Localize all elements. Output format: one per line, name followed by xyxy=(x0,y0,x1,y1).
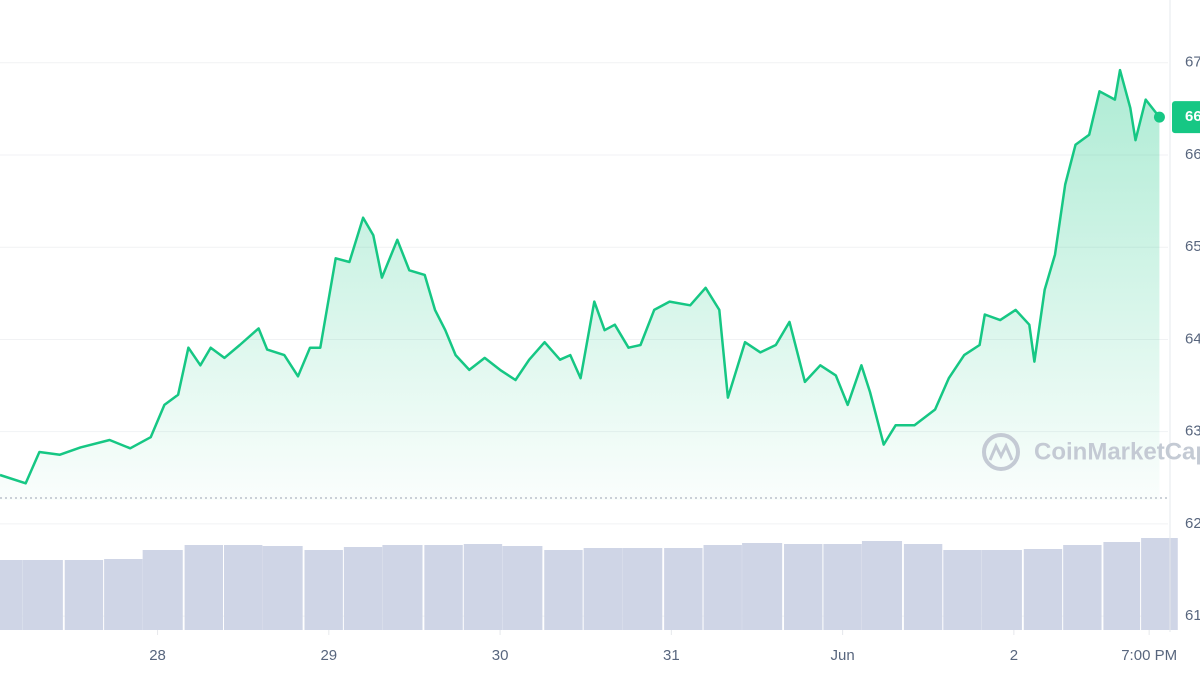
volume-bar xyxy=(1103,542,1141,630)
y-tick-label: 67 xyxy=(1185,54,1200,71)
x-tick-label: 31 xyxy=(663,647,680,664)
volume-bars xyxy=(0,538,1178,630)
price-badge-label: 66 xyxy=(1185,108,1200,125)
volume-bar xyxy=(22,560,63,630)
volume-bar xyxy=(463,544,503,630)
watermark-icon xyxy=(982,433,1020,471)
price-badge xyxy=(1172,101,1200,134)
volume-bar xyxy=(622,548,663,630)
volume-bar xyxy=(223,545,263,630)
volume-bar xyxy=(1023,549,1063,630)
volume-bar xyxy=(262,546,303,630)
area-layer xyxy=(0,70,1160,500)
x-tick-label: 7:00 PM xyxy=(1121,647,1177,664)
y-tick-label: 62 xyxy=(1185,515,1200,532)
price-line xyxy=(0,68,1161,485)
volume-bar xyxy=(544,550,583,630)
price-area xyxy=(0,70,1160,500)
volume-bar xyxy=(382,545,423,630)
volume-bar xyxy=(184,545,223,630)
volume-bar xyxy=(742,543,783,630)
volume-bar xyxy=(583,548,623,630)
volume-bar xyxy=(104,559,143,630)
volume-bar xyxy=(981,550,1022,630)
volume-bar xyxy=(664,548,703,630)
volume-bar xyxy=(861,541,903,630)
volume-bar xyxy=(823,544,862,630)
volume-bar xyxy=(784,544,823,630)
volume-bar xyxy=(142,550,183,630)
volume-bar xyxy=(502,546,543,630)
x-tick-label: 29 xyxy=(320,647,337,664)
x-tick-label: 28 xyxy=(149,647,166,664)
watermark-icon-m xyxy=(988,442,1014,461)
last-point xyxy=(1153,111,1165,123)
volume-bar xyxy=(703,545,742,630)
x-tick-label: Jun xyxy=(831,647,855,664)
volume-bar xyxy=(943,550,982,630)
volume-bar xyxy=(343,547,383,630)
y-tick-label: 65 xyxy=(1185,238,1200,255)
watermark-text: CoinMarketCap xyxy=(1034,438,1200,465)
volume-bar xyxy=(64,560,104,630)
foreground: 61 62 63 64 65 66 67 28 29 30 31 Jun 2 7:00 PM 66 xyxy=(0,54,1200,664)
volume-bar xyxy=(424,545,463,630)
x-tick-label: 2 xyxy=(1010,647,1018,664)
y-tick-label: 61 xyxy=(1185,607,1200,624)
volume-bar xyxy=(1141,538,1178,630)
volume-bar xyxy=(1063,545,1102,630)
volume-bar xyxy=(304,550,343,630)
y-tick-label: 63 xyxy=(1185,423,1200,440)
y-tick-label: 64 xyxy=(1185,330,1200,347)
watermark: CoinMarketCap xyxy=(982,433,1200,471)
volume-bar xyxy=(0,560,23,630)
x-tick-label: 30 xyxy=(492,647,509,664)
y-tick-label: 66 xyxy=(1185,146,1200,163)
volume-bar xyxy=(903,544,943,630)
